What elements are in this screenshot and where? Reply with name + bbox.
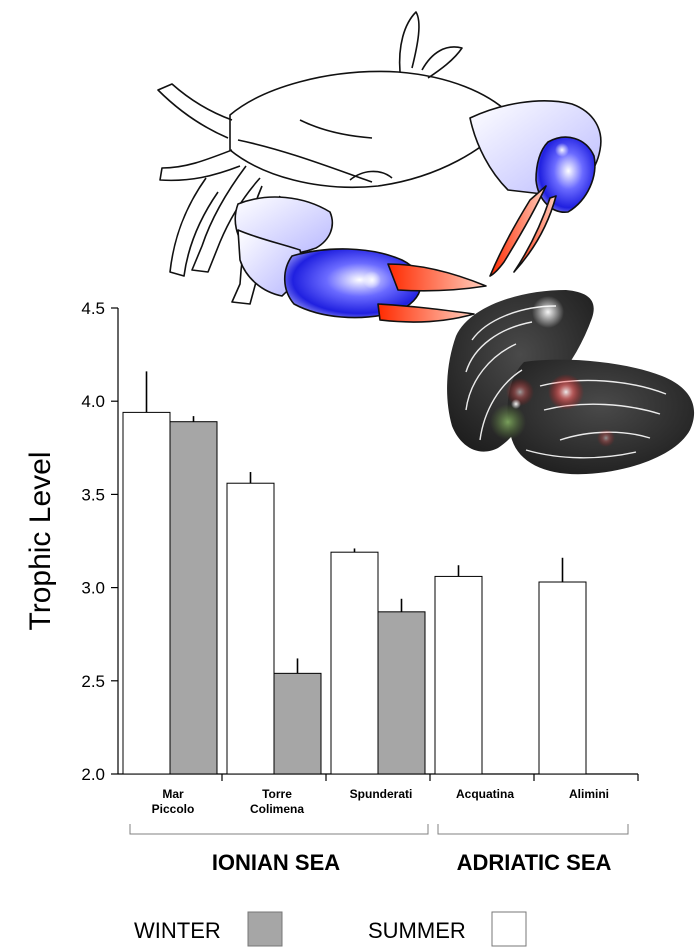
category-label: Piccolo <box>152 802 195 816</box>
bar-winter <box>273 672 322 775</box>
y-tick-label: 3.0 <box>81 579 105 598</box>
legend-swatch-winter <box>247 911 283 947</box>
category-label: Spunderati <box>350 787 413 801</box>
y-tick-label: 4.0 <box>81 392 105 411</box>
legend: WINTER SUMMER <box>134 911 527 947</box>
y-tick-label: 2.0 <box>81 765 105 784</box>
bar-summer <box>226 482 275 775</box>
legend-label-summer: SUMMER <box>368 918 466 943</box>
group-bracket-ionian <box>129 824 429 835</box>
legend-swatch-summer <box>491 911 527 947</box>
bar-winter <box>377 611 426 775</box>
bar-summer <box>434 575 483 775</box>
category-label: Torre <box>262 787 292 801</box>
category-label: Acquatina <box>456 787 514 801</box>
bar-summer <box>122 411 171 775</box>
bar-summer <box>330 551 379 775</box>
y-axis-title: Trophic Level <box>24 452 57 631</box>
error-bars <box>145 371 564 674</box>
category-label: Colimena <box>250 802 304 816</box>
group-label-ionian: IONIAN SEA <box>212 850 340 875</box>
x-ticks <box>221 774 639 781</box>
category-label: Alimini <box>569 787 609 801</box>
y-tick-label: 2.5 <box>81 672 105 691</box>
y-tick-label: 4.5 <box>81 299 105 318</box>
blue-crab-icon <box>157 11 602 323</box>
bar-summer <box>538 581 587 775</box>
y-ticks: 2.0 2.5 3.0 3.5 4.0 4.5 <box>81 299 118 784</box>
category-label: Mar <box>162 787 184 801</box>
legend-label-winter: WINTER <box>134 918 221 943</box>
group-label-adriatic: ADRIATIC SEA <box>457 850 612 875</box>
bar-winter <box>169 421 218 775</box>
bars <box>122 411 587 775</box>
group-bracket-adriatic <box>437 824 629 835</box>
y-tick-label: 3.5 <box>81 485 105 504</box>
mussel-icon <box>447 290 695 475</box>
